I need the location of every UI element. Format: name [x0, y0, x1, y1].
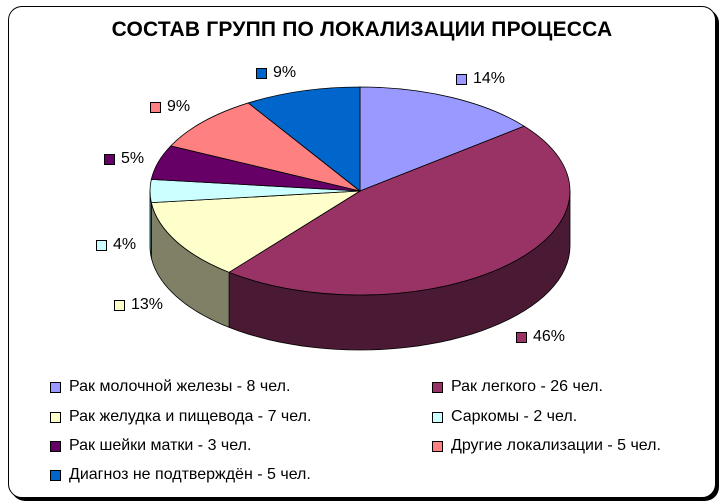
legend-swatch	[50, 440, 61, 452]
slice-label-swatch	[256, 67, 267, 79]
slice-lung	[228, 125, 571, 296]
legend-item-lung: Рак легкого - 26 чел.	[432, 378, 603, 396]
slice-label-stomach: 13%	[114, 296, 163, 314]
slice-label-swatch	[150, 101, 161, 113]
slice-label-swatch	[96, 239, 107, 251]
slice-breast	[359, 86, 526, 192]
legend-swatch	[50, 381, 61, 393]
legend-item-cervix: Рак шейки матки - 3 чел.	[50, 437, 251, 455]
legend-swatch	[432, 411, 443, 423]
slice-label-lung: 46%	[516, 328, 565, 346]
slice-stomach	[150, 190, 361, 273]
slice-unconfirmed	[247, 86, 361, 192]
slice-label-swatch	[516, 331, 527, 343]
legend-item-unconfirmed: Диагноз не подтверждён - 5 чел.	[50, 466, 311, 484]
legend-item-other: Другие локализации - 5 чел.	[432, 437, 661, 455]
slice-label-sarcoma: 4%	[96, 236, 136, 254]
slice-label-other: 9%	[150, 98, 190, 116]
slice-label-swatch	[104, 153, 115, 165]
slice-label-swatch	[456, 73, 467, 85]
legend-swatch	[432, 381, 443, 393]
legend-swatch	[432, 440, 443, 452]
slice-label-breast: 14%	[456, 70, 505, 88]
pie-tops	[149, 86, 571, 296]
slice-label-cervix: 5%	[104, 150, 144, 168]
legend-swatch	[50, 411, 61, 423]
legend-item-stomach: Рак желудка и пищевода - 7 чел.	[50, 408, 311, 426]
legend-item-sarcoma: Саркомы - 2 чел.	[432, 408, 577, 426]
slice-label-unconfirmed: 9%	[256, 64, 296, 82]
chart-title: СОСТАВ ГРУПП ПО ЛОКАЛИЗАЦИИ ПРОЦЕССА	[111, 18, 613, 41]
legend-swatch	[50, 469, 61, 481]
slice-label-swatch	[114, 299, 125, 311]
slice-other	[170, 102, 361, 192]
legend-item-breast: Рак молочной железы - 8 чел.	[50, 378, 290, 396]
